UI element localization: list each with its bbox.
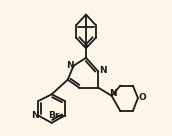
Text: N: N — [66, 61, 74, 70]
Text: Br: Br — [48, 111, 60, 120]
Text: N: N — [31, 111, 39, 120]
Text: N: N — [99, 66, 106, 75]
Text: N: N — [109, 89, 117, 98]
Text: O: O — [139, 93, 147, 103]
